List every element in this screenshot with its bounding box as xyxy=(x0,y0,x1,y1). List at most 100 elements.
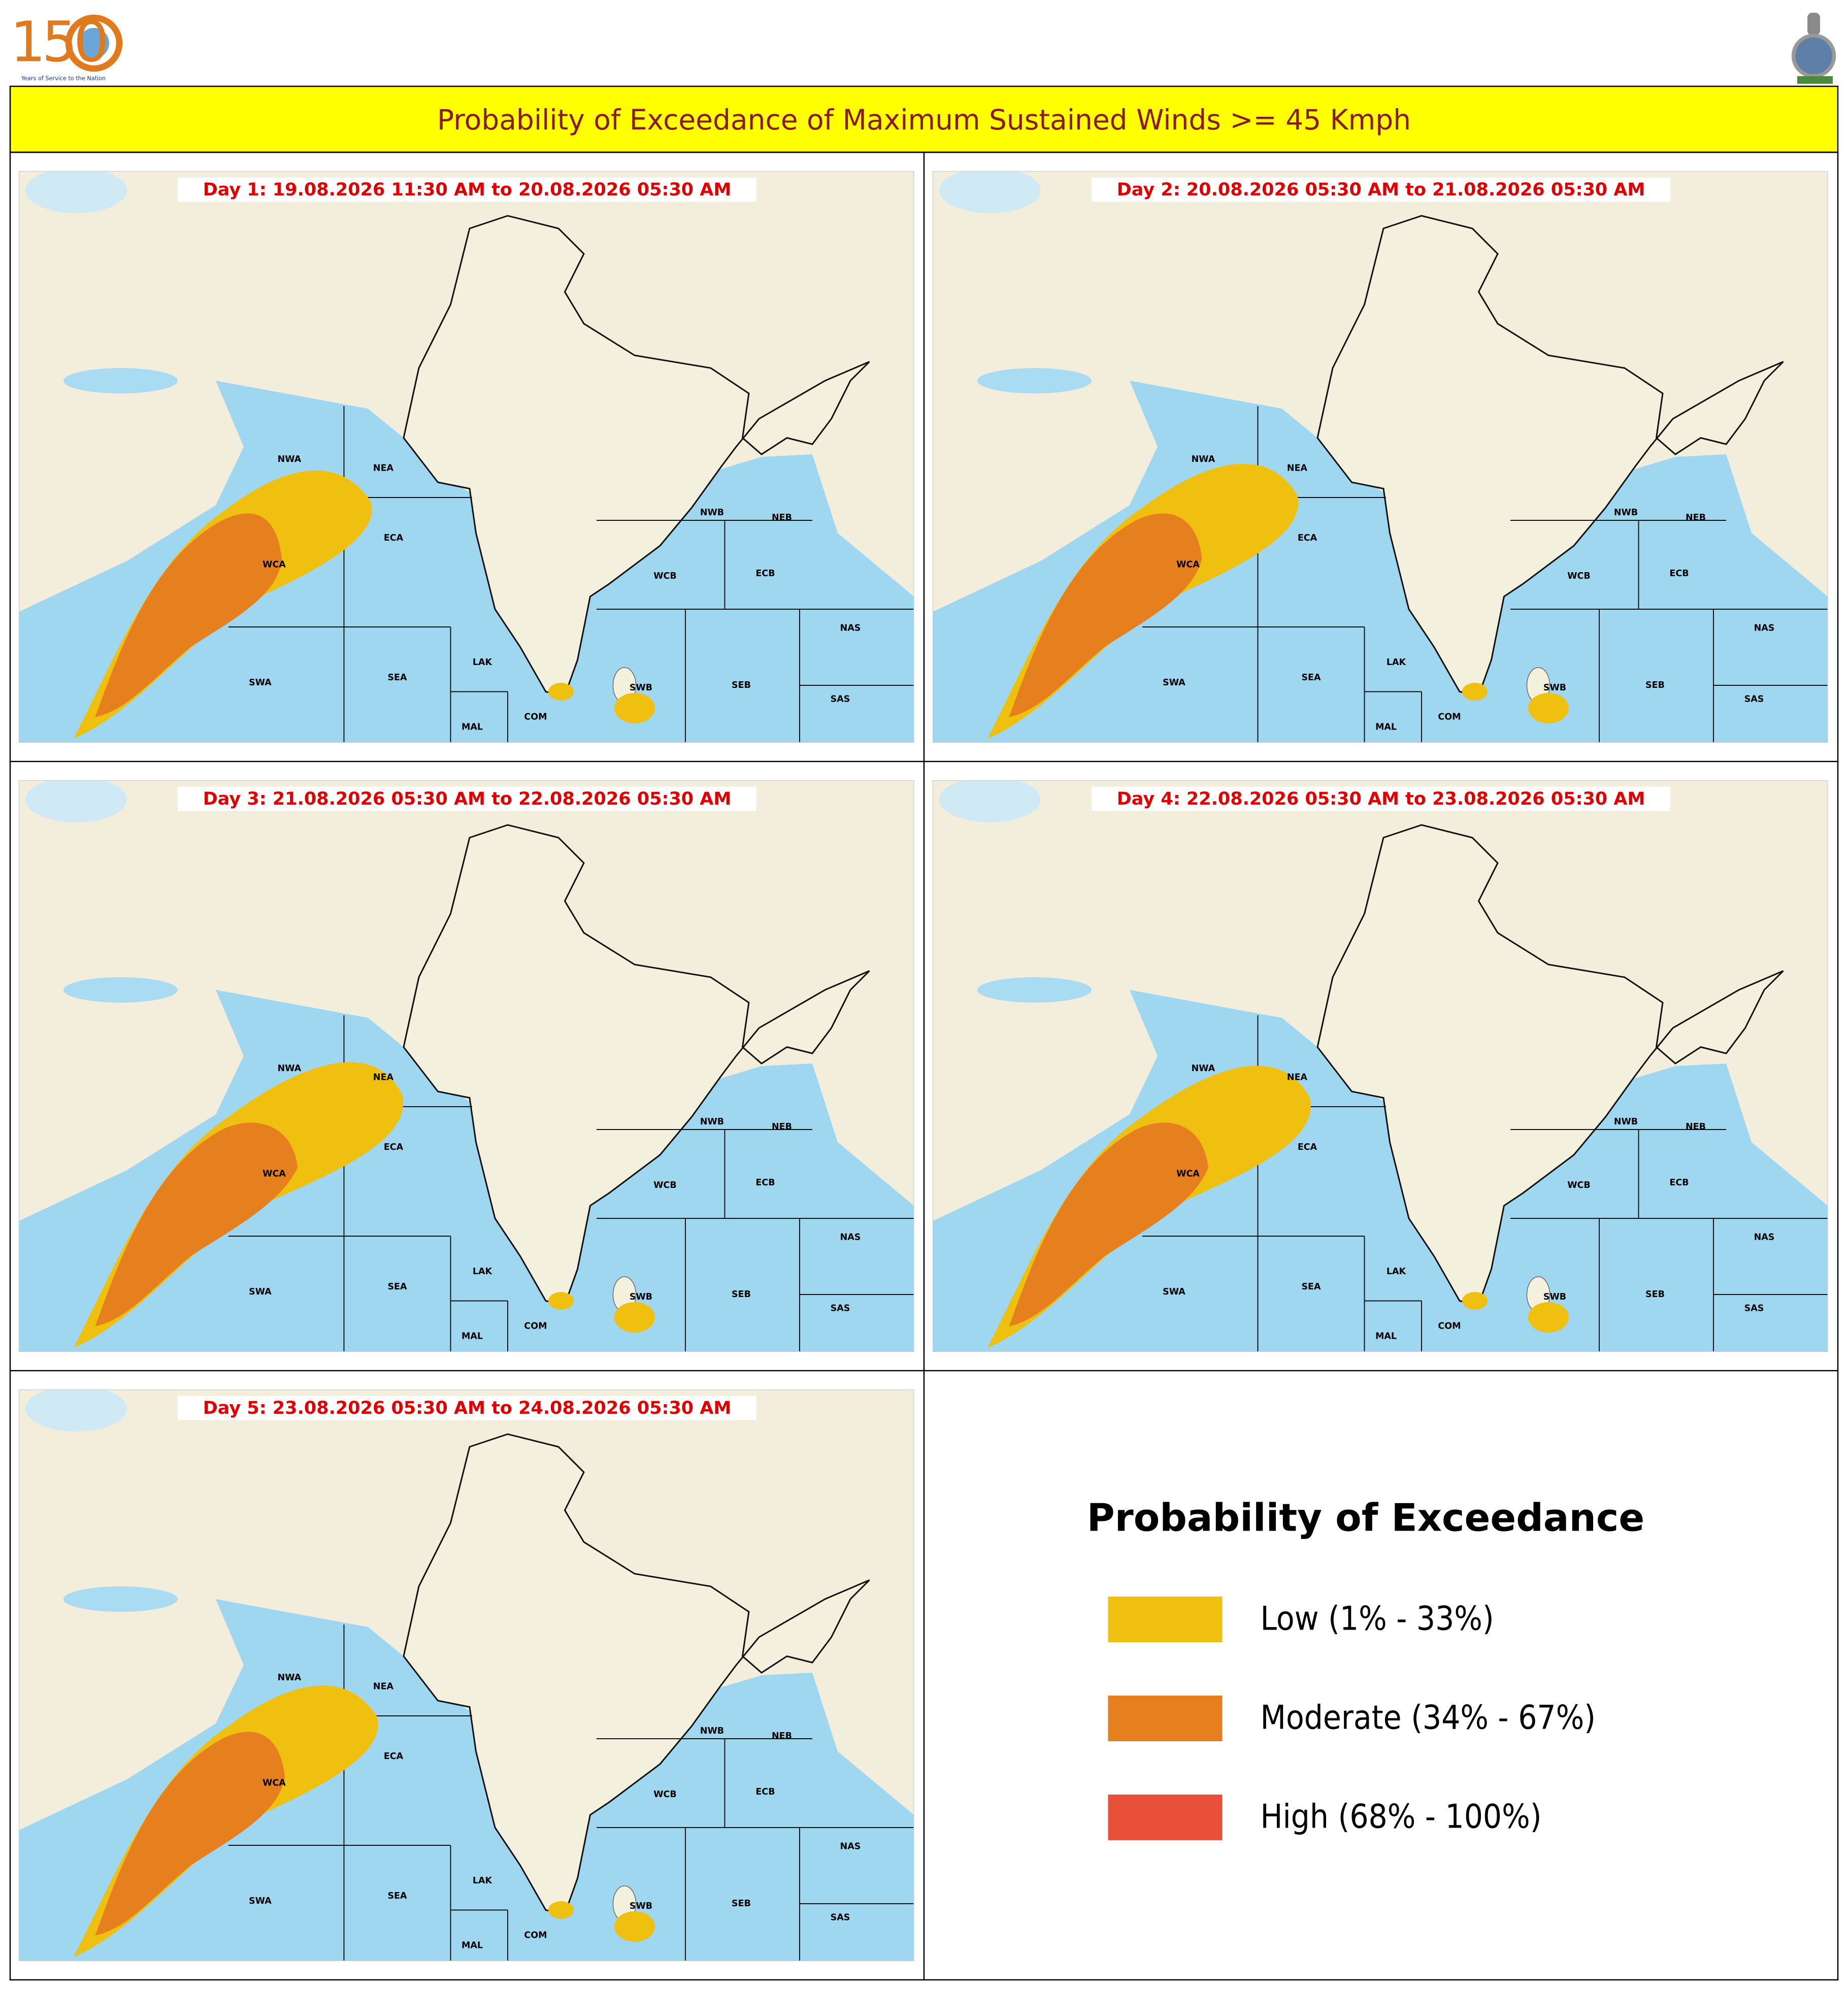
region-label: NEB xyxy=(1686,1122,1706,1132)
region-label: NEA xyxy=(373,463,394,474)
region-label: WCB xyxy=(653,571,677,581)
region-label: MAL xyxy=(461,722,483,733)
region-label: SEB xyxy=(732,1289,751,1300)
region-label: SWB xyxy=(1543,1292,1566,1302)
area-low-lanka xyxy=(614,1911,655,1942)
region-label: NAS xyxy=(840,1842,861,1852)
region-label: SEA xyxy=(1301,1282,1321,1292)
region-label: SEB xyxy=(1645,680,1665,690)
gulf xyxy=(977,977,1092,1003)
map-frame xyxy=(932,780,1828,1352)
region-label: SWB xyxy=(630,683,652,693)
region-label: NWA xyxy=(1192,1064,1215,1074)
region-label: COM xyxy=(524,1931,547,1941)
region-label: NAS xyxy=(840,623,861,634)
region-label: NWB xyxy=(1614,508,1638,518)
map-frame xyxy=(18,780,914,1352)
sea xyxy=(19,990,914,1352)
day-label: Day 5: 23.08.2026 05:30 AM to 24.08.2026… xyxy=(203,1398,732,1418)
region-label: NEB xyxy=(772,1731,792,1741)
region-label: SAS xyxy=(831,1913,850,1923)
region-label: ECB xyxy=(755,1787,775,1797)
region-label: MAL xyxy=(1375,722,1397,733)
region-label: COM xyxy=(1438,712,1461,722)
map-panel: NWA NEA ECA WCA SWA SEA LAK MAL COM NWB NEB WCB ECB N… xyxy=(932,171,1828,743)
day-label-box xyxy=(1092,787,1670,811)
region-label: NEA xyxy=(1287,1073,1308,1083)
area-low-south xyxy=(1462,683,1488,701)
region-label: SWA xyxy=(249,678,272,688)
map-body xyxy=(933,171,1828,743)
day-label: Day 2: 20.08.2026 05:30 AM to 21.08.2026… xyxy=(1117,180,1645,200)
region-label: WCA xyxy=(262,1169,286,1179)
region-label: COM xyxy=(524,712,547,722)
caspian xyxy=(939,780,1041,822)
area-moderate xyxy=(95,1122,298,1326)
map-panel: NWA NEA ECA WCA SWA SEA LAK MAL COM NWB NEB WCB ECB N… xyxy=(18,780,914,1352)
region-label: SWA xyxy=(1163,1287,1185,1297)
region-label: SWB xyxy=(1543,683,1566,693)
region-label: MAL xyxy=(461,1941,483,1951)
region-label: COM xyxy=(1438,1321,1461,1332)
region-label: SEA xyxy=(387,1891,407,1901)
map-body xyxy=(19,1389,914,1961)
india xyxy=(1316,824,1784,1306)
region-label: SEA xyxy=(387,673,407,683)
region-label: ECB xyxy=(1669,569,1689,579)
region-label: NAS xyxy=(1754,1233,1775,1243)
region-label: LAK xyxy=(473,1876,493,1886)
map-body xyxy=(19,780,914,1352)
region-label: SWA xyxy=(249,1896,272,1906)
region-label: ECA xyxy=(384,1751,404,1762)
gulf xyxy=(63,368,178,393)
region-label: ECB xyxy=(755,569,775,579)
logo-number: 150 xyxy=(10,9,106,74)
map-frame xyxy=(932,171,1828,743)
panel-grid xyxy=(9,151,1839,1981)
day-label-box xyxy=(1092,178,1670,202)
region-label: NEA xyxy=(1287,463,1308,474)
legend-label: Low (1% - 33%) xyxy=(1261,1600,1494,1638)
region-label: SAS xyxy=(1744,694,1764,705)
region-label: NAS xyxy=(840,1233,861,1243)
region-label: WCA xyxy=(1176,1169,1200,1179)
legend-swatch xyxy=(1108,1795,1223,1840)
region-label: ECA xyxy=(1298,533,1317,543)
map-panel: NWA NEA ECA WCA SWA SEA LAK MAL COM NWB NEB WCB ECB N… xyxy=(932,780,1828,1352)
region-label: WCB xyxy=(1567,1180,1591,1190)
region-label: SWA xyxy=(1163,678,1185,688)
sea xyxy=(933,990,1828,1352)
area-low-lanka xyxy=(1528,1302,1569,1333)
day-label-box xyxy=(178,787,756,811)
india xyxy=(403,215,870,696)
region-label: ECA xyxy=(384,1142,404,1152)
region-label: ECA xyxy=(384,533,404,543)
caspian xyxy=(25,1389,127,1432)
region-label: LAK xyxy=(1387,1267,1407,1277)
legend-swatch xyxy=(1108,1696,1223,1741)
area-low-lanka xyxy=(614,1302,655,1333)
sea xyxy=(19,381,914,743)
day-label: Day 1: 19.08.2026 11:30 AM to 20.08.2026… xyxy=(203,180,732,200)
region-label: NWA xyxy=(278,1064,302,1074)
india xyxy=(403,824,870,1306)
region-label: WCA xyxy=(1176,560,1200,570)
region-label: ECB xyxy=(1669,1178,1689,1188)
region-label: NEB xyxy=(772,1122,792,1132)
area-moderate xyxy=(95,1732,285,1936)
region-label: NWA xyxy=(1192,454,1215,465)
map-frame xyxy=(18,1389,914,1962)
area-low-lanka xyxy=(1528,693,1569,723)
sea xyxy=(19,1599,914,1961)
region-label: SEB xyxy=(1645,1289,1665,1300)
region-label: NWA xyxy=(278,1673,302,1683)
region-label: NEB xyxy=(1686,513,1706,523)
area-moderate xyxy=(1009,1122,1208,1326)
region-label: NWB xyxy=(700,508,724,518)
caspian xyxy=(939,171,1041,213)
area-low-south xyxy=(548,1901,574,1919)
region-label: NEA xyxy=(373,1073,394,1083)
region-label: ECA xyxy=(1298,1142,1317,1152)
region-label: NAS xyxy=(1754,623,1775,634)
region-label: LAK xyxy=(473,1267,493,1277)
